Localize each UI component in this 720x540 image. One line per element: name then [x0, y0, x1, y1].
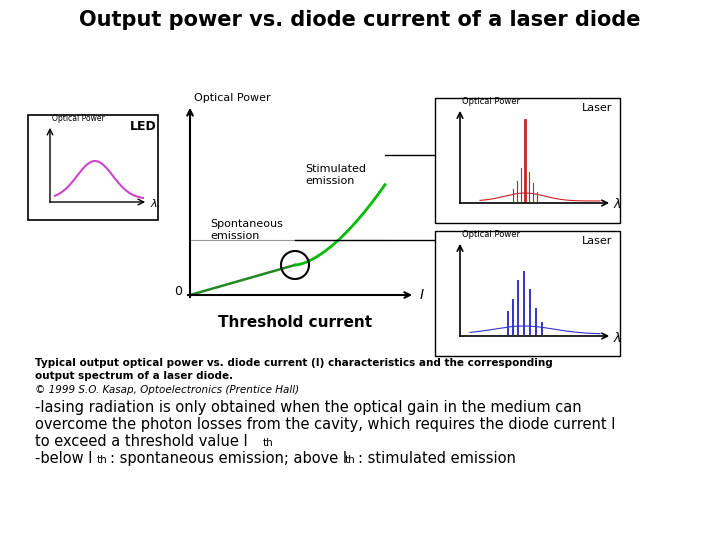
Text: λ: λ: [150, 199, 157, 209]
Text: Spontaneous
emission: Spontaneous emission: [210, 219, 283, 241]
Text: © 1999 S.O. Kasap, Optoelectronics (Prentice Hall): © 1999 S.O. Kasap, Optoelectronics (Pren…: [35, 385, 299, 395]
Text: I: I: [420, 288, 424, 302]
Text: Typical output optical power vs. diode current (I) characteristics and the corre: Typical output optical power vs. diode c…: [35, 358, 553, 368]
Text: Stimulated
emission: Stimulated emission: [305, 164, 366, 186]
Text: 0: 0: [174, 285, 182, 298]
Text: Threshold current: Threshold current: [218, 315, 372, 330]
Text: : spontaneous emission; above I: : spontaneous emission; above I: [110, 451, 347, 466]
Text: : stimulated emission: : stimulated emission: [358, 451, 516, 466]
Text: Laser: Laser: [582, 103, 613, 113]
Text: overcome the photon losses from the cavity, which requires the diode current I: overcome the photon losses from the cavi…: [35, 417, 616, 432]
Text: th: th: [345, 455, 356, 465]
Text: LED: LED: [130, 120, 157, 133]
Text: -below I: -below I: [35, 451, 92, 466]
Text: λ: λ: [614, 332, 621, 345]
Text: Output power vs. diode current of a laser diode: Output power vs. diode current of a lase…: [79, 10, 641, 30]
Text: Optical Power: Optical Power: [462, 230, 520, 239]
Text: th: th: [263, 438, 274, 448]
Bar: [28, 115, 158, 220]
Text: to exceed a threshold value I: to exceed a threshold value I: [35, 434, 248, 449]
Text: Laser: Laser: [582, 236, 613, 246]
Bar: [435, 231, 620, 356]
Text: Optical Power: Optical Power: [52, 114, 104, 123]
Text: λ: λ: [614, 199, 621, 212]
Text: output spectrum of a laser diode.: output spectrum of a laser diode.: [35, 371, 233, 381]
Text: th: th: [97, 455, 108, 465]
Text: -lasing radiation is only obtained when the optical gain in the medium can: -lasing radiation is only obtained when …: [35, 400, 582, 415]
Text: Optical Power: Optical Power: [194, 93, 271, 103]
Bar: [435, 98, 620, 223]
Text: Optical Power: Optical Power: [462, 97, 520, 106]
